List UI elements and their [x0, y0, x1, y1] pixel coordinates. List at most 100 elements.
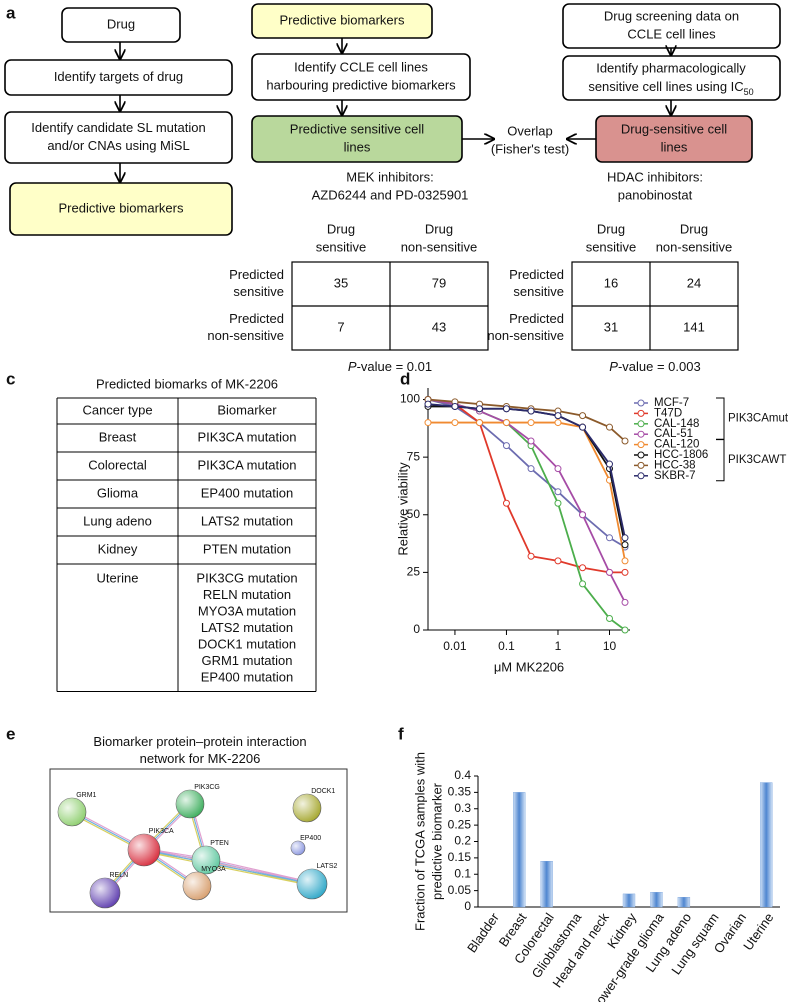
panel-letter: f: [398, 724, 404, 743]
network-edge: [144, 847, 313, 884]
x-tick-label: 1: [555, 639, 562, 653]
panel-letter: d: [400, 369, 410, 388]
node-shine: [192, 846, 220, 874]
box-text: CCLE cell lines: [627, 26, 716, 41]
overlap-text: Overlap: [507, 123, 553, 138]
row-header: Predicted: [509, 267, 564, 282]
cancer-type: Lung adeno: [83, 513, 152, 528]
y-tick-label: 0.05: [448, 883, 472, 897]
row-header: sensitive: [513, 284, 564, 299]
x-tick-label: 0.01: [443, 639, 467, 653]
bar: [513, 792, 526, 908]
table-cell: 31: [604, 319, 618, 334]
bar: [677, 897, 691, 908]
bar: [622, 893, 636, 908]
y-axis-label: predictive biomarker: [429, 782, 444, 900]
table-title: Predicted biomarks of MK-2206: [96, 376, 278, 391]
box-text: Identify targets of drug: [54, 69, 183, 84]
data-point: [476, 405, 484, 413]
subscript: 50: [744, 87, 754, 97]
p-symbol: P: [348, 359, 357, 374]
cancer-type: Glioma: [97, 485, 139, 500]
biomarker: DOCK1 mutation: [198, 636, 296, 651]
row-header: non-sensitive: [487, 328, 564, 343]
row-header: Predicted: [509, 311, 564, 326]
cancer-type: Uterine: [97, 570, 139, 585]
box-text: and/or CNAs using MiSL: [47, 138, 189, 153]
node-shine: [293, 794, 321, 822]
table-cell: 79: [432, 275, 446, 290]
column-header: sensitive: [586, 239, 637, 254]
data-point: [502, 442, 510, 450]
node-shine: [176, 790, 204, 818]
bar: [760, 782, 773, 908]
bar: [540, 861, 553, 908]
series-line: [428, 405, 626, 545]
data-point: [527, 407, 535, 415]
data-point: [502, 499, 510, 507]
x-tick-label: Bladder: [464, 910, 502, 956]
legend-marker: [637, 430, 645, 438]
data-point: [554, 557, 562, 565]
node-label: PIK3CG: [194, 784, 220, 791]
cancer-type: Colorectal: [88, 457, 147, 472]
box-text: lines: [661, 139, 688, 154]
network-title: Biomarker protein–protein interaction: [93, 734, 306, 749]
legend-bracket: [716, 397, 725, 440]
node-shine: [183, 872, 211, 900]
panel-letter: e: [6, 724, 15, 743]
table-cell: 43: [432, 319, 446, 334]
box-text-part: sensitive cell lines using IC: [588, 79, 743, 94]
data-point: [527, 437, 535, 445]
data-point: [451, 419, 459, 427]
box-text: Identify CCLE cell lines: [294, 59, 428, 74]
data-point: [554, 412, 562, 420]
bar: [650, 892, 663, 908]
data-point: [579, 423, 587, 431]
data-point: [621, 557, 629, 565]
biomarker: PTEN mutation: [203, 541, 291, 556]
box-text: Predictive biomarkers: [280, 12, 405, 27]
node-label: DOCK1: [311, 788, 335, 795]
data-point: [621, 598, 629, 606]
y-tick-label: 0.1: [454, 866, 471, 880]
legend-label: HCC-38: [654, 459, 696, 471]
overlap-text: (Fisher's test): [491, 141, 569, 156]
node-shine: [291, 841, 305, 855]
table-title: HDAC inhibitors:: [607, 169, 703, 184]
table-cell: 141: [683, 319, 705, 334]
data-point: [605, 460, 613, 468]
column-header: Drug: [425, 221, 453, 236]
data-point: [502, 419, 510, 427]
node-label: MYO3A: [201, 866, 226, 873]
flow-box: [251, 53, 471, 101]
data-point: [527, 552, 535, 560]
node-label: PIK3CA: [149, 828, 174, 835]
biomarker: GRM1 mutation: [201, 653, 292, 668]
legend-label: CAL-120: [654, 439, 699, 451]
y-tick-label: 0.15: [448, 850, 472, 864]
data-point: [605, 568, 613, 576]
biomarker: MYO3A mutation: [198, 603, 296, 618]
box-text: sensitive cell lines using IC50: [588, 79, 753, 97]
biomarker: LATS2 mutation: [201, 513, 293, 528]
cancer-type: Breast: [99, 429, 137, 444]
legend-label: T47D: [654, 407, 682, 419]
column-header: Drug: [597, 221, 625, 236]
biomarker: EP400 mutation: [201, 485, 294, 500]
biomarker: RELN mutation: [203, 587, 291, 602]
y-axis-label: Relative viability: [395, 462, 410, 556]
node-label: LATS2: [317, 863, 338, 870]
y-tick-label: 25: [407, 565, 421, 579]
y-tick-label: 0.25: [448, 817, 472, 831]
legend-bracket: [716, 439, 725, 482]
legend-marker: [637, 451, 645, 459]
y-tick-label: 100: [400, 392, 420, 406]
row-header: Predicted: [229, 311, 284, 326]
legend-label: CAL-51: [654, 428, 693, 440]
legend-marker: [637, 399, 645, 407]
table-cell: 7: [337, 319, 344, 334]
data-point: [605, 614, 613, 622]
table-cell: 24: [687, 275, 701, 290]
data-point: [621, 568, 629, 576]
